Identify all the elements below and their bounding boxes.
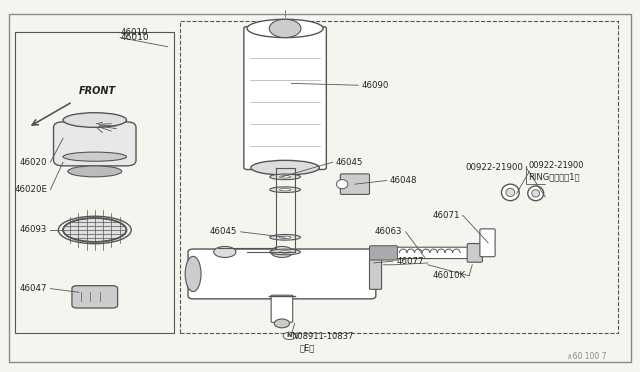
Text: 46010K: 46010K [433, 271, 466, 280]
Text: 46045: 46045 [210, 227, 237, 236]
FancyBboxPatch shape [72, 286, 118, 308]
Text: 46071: 46071 [432, 211, 460, 220]
Ellipse shape [280, 251, 291, 253]
Ellipse shape [280, 176, 291, 178]
Ellipse shape [269, 174, 300, 180]
Ellipse shape [269, 249, 300, 255]
Ellipse shape [532, 190, 540, 197]
Text: 46047: 46047 [20, 284, 47, 293]
Text: 46063: 46063 [375, 227, 403, 236]
Text: 46077: 46077 [396, 257, 424, 266]
FancyBboxPatch shape [340, 174, 369, 195]
FancyBboxPatch shape [188, 249, 376, 299]
FancyBboxPatch shape [480, 229, 495, 257]
FancyBboxPatch shape [271, 295, 292, 322]
Ellipse shape [68, 166, 122, 177]
Text: 00922-21900: 00922-21900 [465, 163, 523, 172]
Ellipse shape [63, 113, 127, 127]
FancyBboxPatch shape [369, 259, 381, 289]
FancyBboxPatch shape [54, 122, 136, 166]
Circle shape [269, 19, 301, 38]
Ellipse shape [280, 189, 291, 191]
Text: 46010: 46010 [120, 28, 148, 36]
Ellipse shape [528, 186, 543, 201]
Ellipse shape [63, 218, 127, 242]
Text: 46090: 46090 [361, 81, 388, 90]
Circle shape [275, 319, 289, 328]
Text: N08911-10837: N08911-10837 [291, 333, 354, 341]
Text: N: N [287, 333, 292, 339]
Text: 46093: 46093 [20, 225, 47, 234]
Ellipse shape [280, 236, 291, 238]
Text: 46048: 46048 [390, 176, 417, 185]
Text: 46010: 46010 [120, 33, 148, 42]
Ellipse shape [269, 187, 300, 192]
Ellipse shape [251, 160, 319, 175]
Ellipse shape [506, 188, 515, 196]
Circle shape [284, 332, 296, 340]
FancyBboxPatch shape [467, 244, 483, 262]
Ellipse shape [502, 184, 519, 201]
Ellipse shape [271, 247, 293, 257]
Text: （E）: （E） [300, 343, 315, 352]
Text: 46020: 46020 [20, 158, 47, 167]
Ellipse shape [214, 247, 236, 257]
FancyBboxPatch shape [244, 26, 326, 170]
Text: 46045: 46045 [336, 158, 364, 167]
Ellipse shape [247, 19, 323, 38]
Text: ∧60 100 7: ∧60 100 7 [566, 352, 606, 361]
FancyBboxPatch shape [369, 246, 397, 260]
Text: FRONT: FRONT [79, 86, 116, 96]
Ellipse shape [337, 180, 348, 189]
Text: 46020E: 46020E [14, 185, 47, 194]
Text: 00922-21900: 00922-21900 [528, 161, 584, 170]
Ellipse shape [269, 234, 300, 240]
Ellipse shape [63, 152, 127, 161]
Ellipse shape [185, 256, 201, 292]
FancyBboxPatch shape [394, 247, 474, 259]
Text: RINGリング（1）: RINGリング（1） [528, 172, 580, 181]
